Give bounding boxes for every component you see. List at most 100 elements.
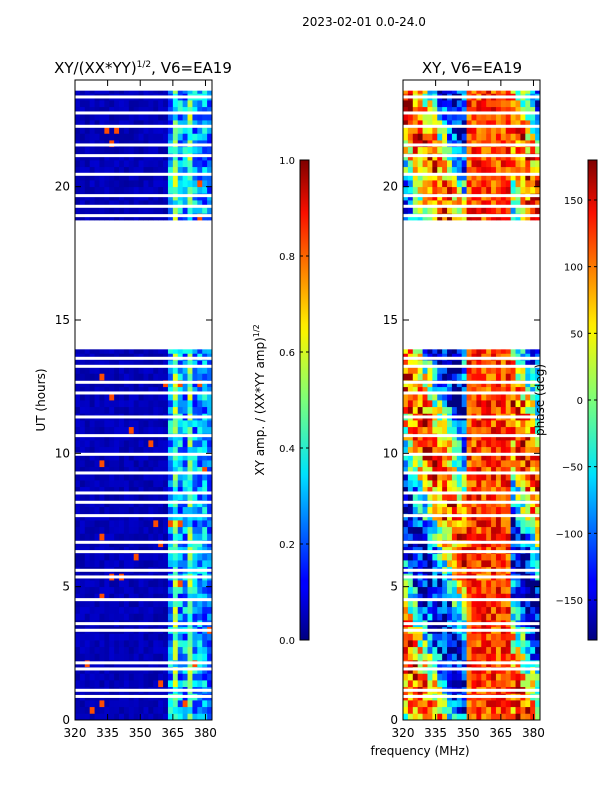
heatmap-cell xyxy=(148,613,154,621)
heatmap-cell xyxy=(158,180,164,188)
heatmap-cell xyxy=(123,440,130,448)
missing-data-row xyxy=(403,688,540,692)
amplitude-colorbar-label-main: XY amp. / (XX*YY amp) xyxy=(253,337,267,475)
heatmap-cell xyxy=(481,206,487,214)
heatmap-cell xyxy=(202,473,208,481)
heatmap-cell xyxy=(167,560,174,568)
heatmap-cell xyxy=(535,700,541,708)
heatmap-cell xyxy=(207,506,213,514)
heatmap-cell xyxy=(412,113,419,121)
heatmap-cell xyxy=(133,100,139,108)
heatmap-cell xyxy=(403,160,409,168)
heatmap-cell xyxy=(417,393,423,401)
heatmap-cell xyxy=(128,360,135,368)
heatmap-cell xyxy=(505,520,512,528)
heatmap-cell xyxy=(153,133,159,141)
heatmap-cell xyxy=(94,480,100,488)
heatmap-cell xyxy=(182,126,188,134)
heatmap-cell xyxy=(192,166,198,174)
heatmap-cell xyxy=(500,373,507,381)
heatmap-cell xyxy=(403,346,409,354)
heatmap-cell xyxy=(128,593,135,601)
heatmap-cell xyxy=(456,206,463,214)
heatmap-cell xyxy=(104,446,110,454)
heatmap-cell xyxy=(138,606,144,614)
heatmap-cell xyxy=(417,713,423,721)
heatmap-cell xyxy=(412,420,419,428)
heatmap-cell xyxy=(530,113,536,121)
heatmap-cell xyxy=(515,100,521,108)
heatmap-cell xyxy=(158,393,164,401)
heatmap-cell xyxy=(476,106,482,114)
heatmap-cell xyxy=(192,206,198,214)
heatmap-cell xyxy=(520,506,526,514)
heatmap-cell xyxy=(451,440,458,448)
heatmap-cell xyxy=(505,406,512,414)
heatmap-cell xyxy=(403,633,409,641)
heatmap-cell xyxy=(75,560,81,568)
heatmap-cell xyxy=(163,126,169,134)
heatmap-cell xyxy=(182,440,188,448)
heatmap-cell xyxy=(119,346,125,354)
heatmap-cell xyxy=(500,706,507,714)
y-axis-label: UT (hours) xyxy=(34,368,48,431)
heatmap-cell xyxy=(451,586,458,594)
heatmap-cell xyxy=(187,460,193,468)
heatmap-cell xyxy=(79,506,86,514)
heatmap-cell xyxy=(471,706,477,714)
heatmap-cell xyxy=(451,393,458,401)
heatmap-cell xyxy=(505,426,512,434)
heatmap-cell xyxy=(403,440,409,448)
heatmap-cell xyxy=(481,506,487,514)
heatmap-cell xyxy=(451,520,458,528)
x-tick-label: 350 xyxy=(129,726,152,740)
heatmap-cell xyxy=(148,426,154,434)
heatmap-cell xyxy=(133,146,139,154)
heatmap-cell xyxy=(158,386,164,394)
heatmap-cell xyxy=(99,453,105,461)
heatmap-cell xyxy=(109,400,115,408)
heatmap-cell xyxy=(94,426,100,434)
heatmap-cell xyxy=(525,673,531,681)
heatmap-cell xyxy=(403,366,409,374)
heatmap-cell xyxy=(89,120,95,128)
heatmap-cell xyxy=(422,453,428,461)
heatmap-cell xyxy=(182,486,188,494)
heatmap-cell xyxy=(447,600,453,608)
heatmap-cell xyxy=(202,700,208,708)
heatmap-cell xyxy=(123,526,130,534)
heatmap-cell xyxy=(456,386,463,394)
heatmap-cell xyxy=(202,506,208,514)
heatmap-cell xyxy=(412,586,419,594)
heatmap-cell xyxy=(143,113,149,121)
heatmap-cell xyxy=(505,553,512,561)
heatmap-cell xyxy=(432,173,438,181)
heatmap-cell xyxy=(486,160,492,168)
heatmap-cell xyxy=(187,640,193,648)
heatmap-cell xyxy=(138,520,144,528)
heatmap-cell xyxy=(471,646,477,654)
heatmap-cell xyxy=(182,706,188,714)
heatmap-cell xyxy=(471,533,477,541)
heatmap-cell xyxy=(123,640,130,648)
heatmap-cell xyxy=(427,173,433,181)
heatmap-cell xyxy=(75,646,81,654)
heatmap-cell xyxy=(123,186,130,194)
heatmap-cell xyxy=(471,653,477,661)
heatmap-cell xyxy=(412,120,419,128)
x-tick-label: 350 xyxy=(457,726,480,740)
heatmap-cell xyxy=(89,560,95,568)
heatmap-cell xyxy=(182,446,188,454)
missing-data-row xyxy=(403,550,540,554)
heatmap-cell xyxy=(207,406,213,414)
heatmap-cell xyxy=(143,606,149,614)
heatmap-cell xyxy=(143,713,149,721)
heatmap-cell xyxy=(422,706,428,714)
heatmap-cell xyxy=(427,506,433,514)
heatmap-cell xyxy=(158,706,164,714)
heatmap-cell xyxy=(466,120,472,128)
heatmap-cell xyxy=(138,100,144,108)
heatmap-cell xyxy=(442,533,448,541)
heatmap-cell xyxy=(525,446,531,454)
